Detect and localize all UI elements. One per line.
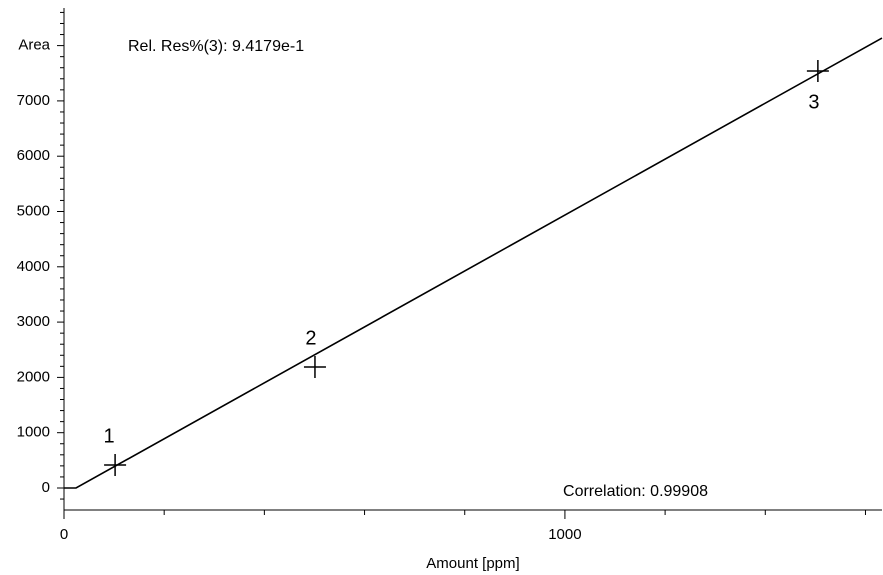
y-tick-label: 2000: [17, 368, 50, 385]
y-tick-label: 4000: [17, 258, 50, 275]
data-point: [303, 355, 326, 378]
point-label: 3: [808, 91, 819, 113]
point-label: 1: [104, 425, 115, 447]
data-point: [104, 453, 127, 476]
y-tick-label: 6000: [17, 147, 50, 164]
y-tick-label: 3000: [17, 313, 50, 330]
y-tick-label: Area: [18, 37, 50, 54]
x-axis-label: Amount [ppm]: [426, 555, 519, 572]
y-tick-label: 1000: [17, 424, 50, 441]
y-tick-label: 0: [42, 479, 50, 496]
y-tick-label: 7000: [17, 92, 50, 109]
annotation: Correlation: 0.99908: [563, 483, 708, 500]
annotation: Rel. Res%(3): 9.4179e-1: [128, 38, 304, 55]
y-tick-label: 5000: [17, 202, 50, 219]
data-point: [806, 59, 829, 82]
point-label: 2: [305, 327, 316, 349]
fit-line: [64, 37, 883, 489]
x-tick-label: 0: [60, 526, 68, 543]
x-tick-label: 1000: [548, 526, 581, 543]
